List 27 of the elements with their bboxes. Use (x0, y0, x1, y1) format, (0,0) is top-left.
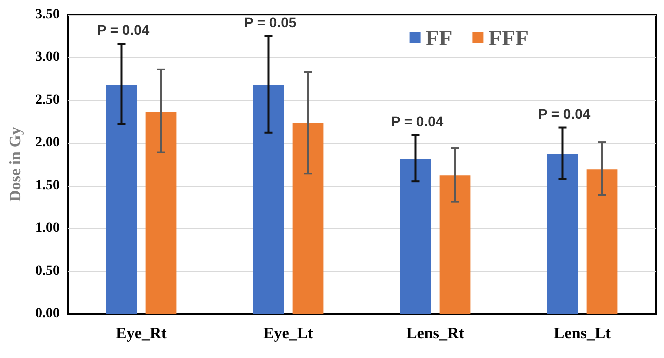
y-tick-label: 1.50 (36, 178, 60, 194)
x-tick-label: Lens_Lt (554, 326, 612, 342)
y-tick-label: 0.50 (36, 264, 60, 279)
bar (253, 85, 284, 314)
annotation: P = 0.05 (244, 14, 297, 30)
legend-label: FFF (488, 26, 530, 50)
bar (106, 85, 138, 314)
y-tick-label: 2.50 (36, 92, 60, 108)
x-tick-label: Lens_Rt (406, 326, 466, 342)
legend-label: FF (426, 26, 453, 50)
annotation: P = 0.04 (391, 113, 444, 130)
bar (440, 176, 471, 314)
bar (292, 123, 324, 314)
bar (146, 112, 177, 314)
y-tick-label: 0.00 (36, 306, 60, 322)
y-axis-title: Dose in Gy (8, 127, 24, 202)
annotation: P = 0.04 (97, 22, 150, 38)
bar (586, 170, 618, 314)
y-tick-label: 3.50 (36, 8, 60, 22)
x-tick-label: Eye_Rt (116, 326, 168, 342)
bar (400, 159, 432, 314)
bar (547, 154, 578, 314)
y-tick-label: 1.00 (36, 221, 60, 236)
x-tick-label: Eye_Lt (264, 326, 314, 342)
y-tick-label: 2.00 (36, 136, 60, 151)
annotation: P = 0.04 (538, 106, 591, 122)
y-tick-label: 3.00 (36, 50, 60, 66)
